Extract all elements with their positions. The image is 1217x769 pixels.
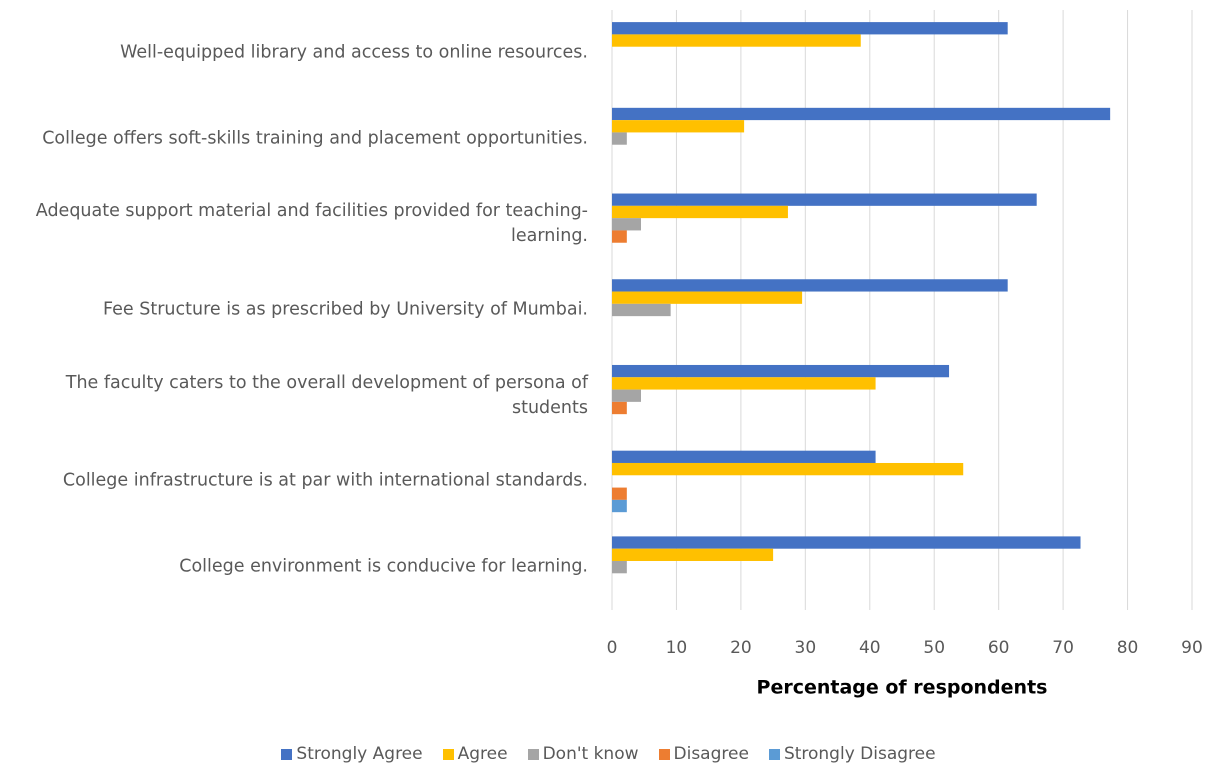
bar (612, 401, 627, 415)
bar (612, 364, 950, 378)
bar (612, 462, 964, 476)
bar (612, 499, 627, 513)
category-label: Adequate support material and facilities… (35, 201, 588, 247)
x-tick-label: 10 (666, 638, 688, 658)
x-tick-label: 20 (730, 638, 752, 658)
legend-item: Don't know (527, 744, 639, 764)
bar (612, 205, 788, 219)
legend-item: Disagree (658, 744, 749, 764)
bar (612, 34, 861, 47)
legend-item: Agree (442, 744, 508, 764)
legend-label: Strongly Disagree (783, 744, 936, 764)
bar (612, 377, 876, 390)
x-tick-label: 40 (859, 638, 881, 658)
category-label: College environment is conducive for lea… (179, 556, 588, 577)
legend-swatch (527, 748, 539, 760)
legend-swatch (768, 748, 780, 760)
x-tick-label: 80 (1117, 638, 1139, 658)
category-label: The faculty caters to the overall develo… (65, 372, 588, 418)
x-tick-label: 90 (1181, 638, 1203, 658)
bar (612, 303, 671, 317)
legend-swatch (442, 748, 454, 760)
legend-swatch (658, 748, 670, 760)
bar (612, 487, 627, 500)
legend-item: Strongly Agree (281, 744, 423, 764)
bar (612, 107, 1111, 121)
bar (612, 548, 774, 561)
legend: Strongly Agree Agree Don't know Disagree Str… (0, 744, 1217, 764)
x-tick-label: 50 (923, 638, 945, 658)
bar (612, 291, 803, 304)
category-label: College infrastructure is at par with in… (62, 470, 588, 491)
bar (612, 230, 627, 243)
category-label: Well-equipped library and access to onli… (120, 42, 588, 63)
legend-label: Disagree (673, 744, 749, 764)
bar (612, 450, 876, 463)
bar (612, 132, 627, 145)
category-label: Fee Structure is as prescribed by Univer… (103, 299, 588, 320)
bar (612, 560, 627, 574)
legend-item: Strongly Disagree (768, 744, 936, 764)
bar (612, 22, 1008, 35)
x-tick-label: 30 (795, 638, 817, 658)
legend-swatch (281, 748, 293, 760)
bar (612, 218, 641, 231)
bar (612, 536, 1081, 549)
legend-label: Don't know (542, 744, 639, 764)
x-axis-title: Percentage of respondents (757, 677, 1048, 699)
bar (612, 193, 1037, 206)
x-tick-label: 70 (1052, 638, 1074, 658)
legend-label: Strongly Agree (296, 744, 423, 764)
x-tick-label: 60 (988, 638, 1010, 658)
bar (612, 389, 641, 402)
bar (612, 279, 1008, 292)
x-tick-label: 0 (607, 638, 618, 658)
bar (612, 120, 745, 133)
legend-label: Agree (457, 744, 508, 764)
category-label: College offers soft-skills training and … (42, 128, 588, 149)
